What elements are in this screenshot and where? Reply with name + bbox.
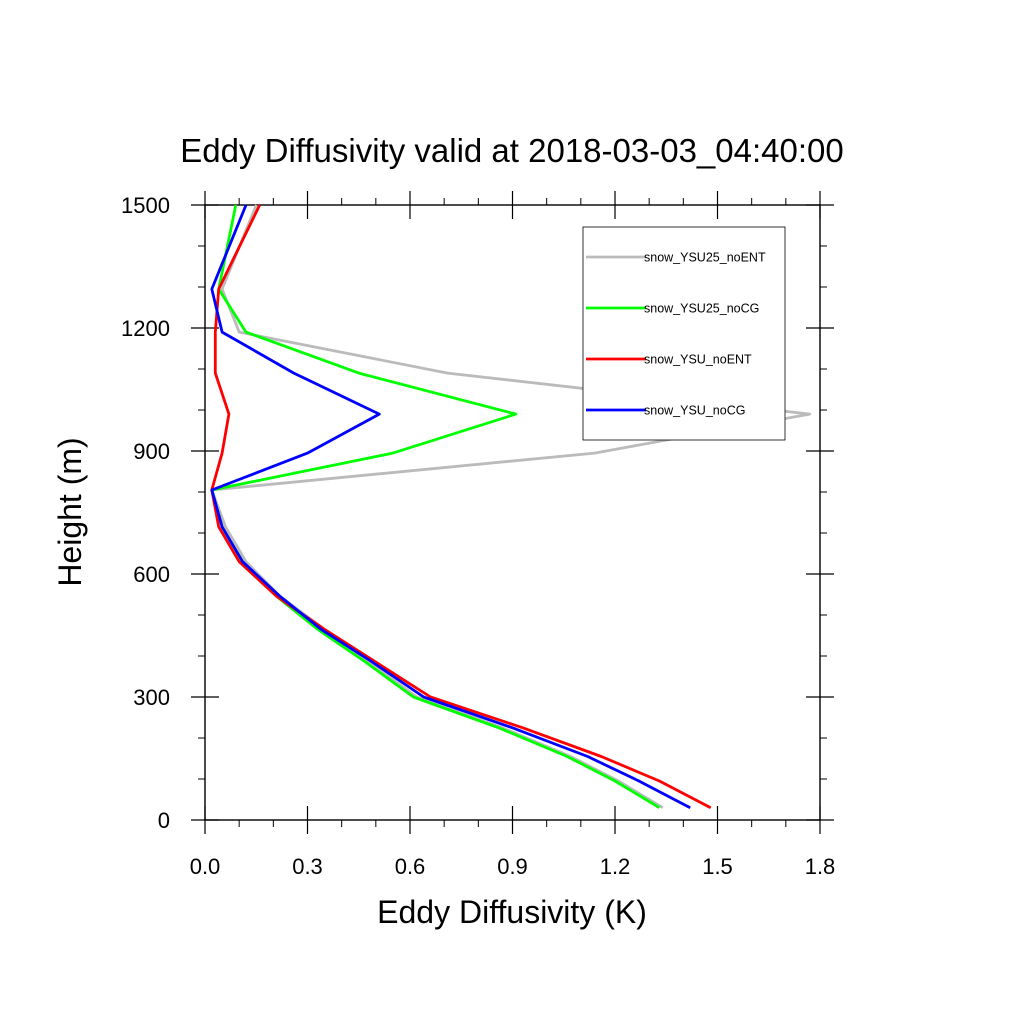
legend-box	[582, 226, 786, 441]
x-tick-label: 0.3	[292, 854, 323, 879]
legend-label: snow_YSU25_noCG	[644, 302, 759, 316]
y-axis-label: Height (m)	[52, 437, 88, 586]
legend: snow_YSU25_noENT snow_YSU25_noCG snow_YSU_…	[582, 226, 786, 441]
legend-label: snow_YSU_noENT	[644, 353, 752, 367]
legend-label: snow_YSU25_noENT	[644, 251, 766, 265]
x-tick-labels: 0.0 0.3 0.6 0.9 1.2 1.5 1.8	[190, 854, 836, 879]
y-tick-label: 0	[158, 808, 170, 833]
series-line-snow-ysu-nocg	[210, 204, 691, 809]
major-ticks	[191, 191, 834, 834]
x-tick-label: 0.0	[190, 854, 221, 879]
y-tick-label: 300	[133, 685, 170, 710]
x-tick-label: 1.8	[805, 854, 836, 879]
x-axis-label: Eddy Diffusivity (K)	[377, 894, 647, 930]
series-line-snow-ysu-noent	[210, 204, 712, 809]
x-tick-label: 1.2	[600, 854, 631, 879]
series-lines	[210, 204, 812, 809]
y-tick-label: 1200	[121, 316, 170, 341]
y-tick-label: 1500	[121, 193, 170, 218]
y-tick-label: 600	[133, 562, 170, 587]
x-tick-label: 0.6	[395, 854, 426, 879]
chart-title: Eddy Diffusivity valid at 2018-03-03_04:…	[180, 132, 843, 169]
x-tick-label: 1.5	[702, 854, 733, 879]
legend-label: snow_YSU_noCG	[644, 404, 745, 418]
x-tick-label: 0.9	[497, 854, 528, 879]
y-tick-label: 900	[133, 439, 170, 464]
y-tick-labels: 0 300 600 900 1200 1500	[121, 193, 170, 833]
